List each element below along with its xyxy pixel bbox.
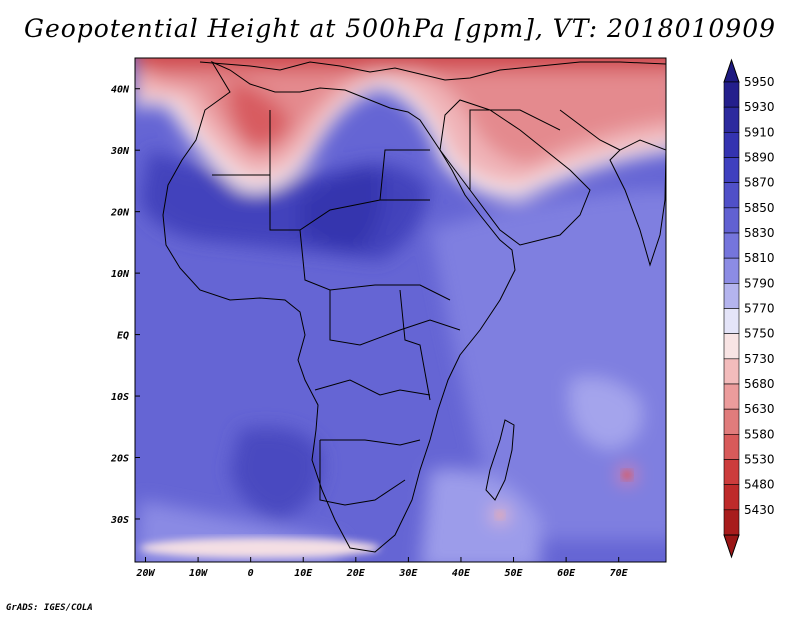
longitude-axis: 20W 10W 0 10E 20E 30E 40E 50E 60E 70E (135, 557, 629, 579)
lat-tick-label: EQ (117, 331, 129, 342)
lat-tick-label: 30N (110, 146, 130, 157)
colorbar-swatch (723, 408, 740, 435)
colorbar-swatch (723, 484, 740, 511)
latitude-axis: 40N 30N 20N 10N EQ 10S 20S 30S (110, 85, 140, 526)
lon-tick-label: 50E (505, 568, 524, 579)
lon-tick-label: 70E (610, 568, 629, 579)
lon-tick-label: 40E (452, 568, 471, 579)
colorbar-swatch (723, 182, 740, 209)
colorbar-swatch (723, 283, 740, 309)
colorbar-swatch (723, 308, 740, 334)
colorbar-bottom-arrow (723, 534, 740, 559)
colorbar-label: 5930 (744, 100, 775, 114)
lat-tick-label: 40N (111, 85, 130, 96)
colorbar-swatch (723, 106, 740, 133)
map-frame (134, 57, 667, 563)
colorbar-swatch (723, 207, 740, 234)
colorbar-swatch (723, 132, 740, 158)
colorbar-swatch (723, 459, 740, 485)
colorbar-swatch (723, 358, 740, 385)
lon-tick-label: 10W (189, 568, 208, 579)
lon-tick-label: 0 (248, 568, 254, 579)
lat-tick-label: 20S (110, 454, 129, 465)
map-title: Geopotential Height at 500hPa [gpm], VT:… (23, 14, 777, 43)
colorbar-label: 5870 (744, 176, 775, 190)
colorbar-label: 5580 (744, 427, 775, 441)
colorbar-top-arrow (723, 58, 740, 83)
colorbar-swatch (723, 434, 740, 460)
colorbar-label: 5790 (744, 276, 775, 290)
colorbar-label: 5480 (744, 478, 775, 492)
lon-tick-label: 30E (398, 568, 418, 579)
colorbar-label: 5730 (744, 352, 775, 366)
colorbar-label: 5830 (744, 226, 775, 240)
height-field (135, 58, 666, 562)
colorbar-label: 5810 (744, 251, 775, 265)
lon-tick-label: 20W (135, 568, 155, 579)
colorbar-label: 5850 (744, 201, 775, 215)
colorbar-label: 5950 (744, 75, 775, 89)
colorbar-swatch (723, 257, 740, 284)
colorbar-swatch (723, 383, 740, 410)
lon-tick-label: 10E (294, 568, 313, 579)
colorbar: 5950 5930 5910 5890 5870 5850 5830 5810 5790 5770… (723, 58, 775, 559)
lon-tick-label: 60E (557, 568, 576, 579)
lat-tick-label: 10S (111, 392, 129, 403)
colorbar-label: 5430 (744, 503, 775, 517)
colorbar-swatch (723, 232, 740, 259)
coastlines (162, 60, 666, 553)
lat-tick-label: 30S (110, 515, 129, 526)
colorbar-label: 5770 (744, 302, 775, 316)
colorbar-swatch (723, 81, 740, 108)
colorbar-label: 5680 (744, 377, 775, 391)
colorbar-label: 5910 (744, 125, 775, 139)
lon-tick-label: 20E (346, 568, 366, 579)
colorbar-label: 5890 (744, 151, 775, 165)
colorbar-label: 5630 (744, 402, 775, 416)
lat-tick-label: 10N (111, 269, 130, 280)
colorbar-swatch (723, 509, 740, 536)
lat-tick-label: 20N (110, 208, 130, 219)
colorbar-label: 5750 (744, 327, 775, 341)
colorbar-swatch (723, 157, 740, 183)
colorbar-label: 5530 (744, 453, 775, 467)
grads-credit: GrADS: IGES/COLA (6, 603, 93, 613)
colorbar-swatch (723, 333, 740, 360)
